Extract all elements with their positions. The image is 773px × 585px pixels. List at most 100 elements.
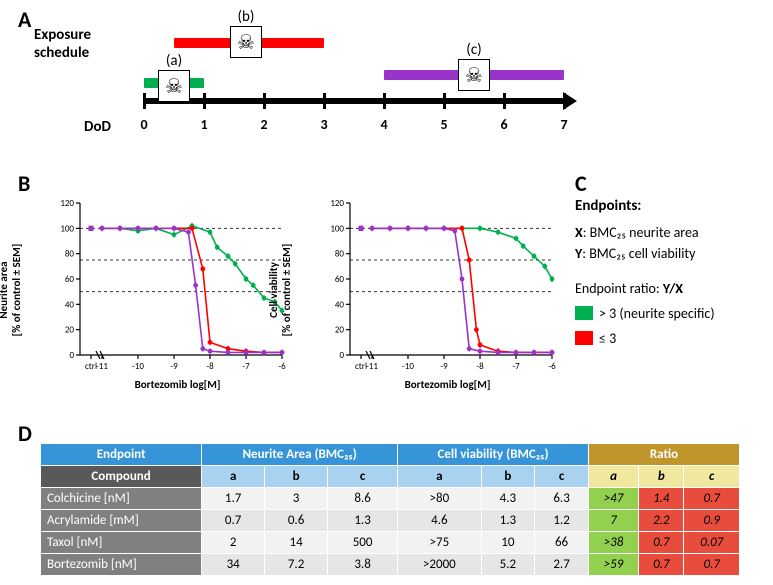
svg-text:60: 60 [335,274,345,285]
panel-c-endpoints: Endpoints: X: BMC₂₅ neurite area Y: BMC₂… [575,195,767,349]
ratio-legend: > 3 (neurite specific) ≤ 3 [575,303,767,349]
table-cell: a [588,466,638,488]
svg-text:120: 120 [60,198,74,209]
cond-label-b: (b) [238,8,255,26]
endpoint-x-text: : BMC₂₅ neurite area [583,224,699,241]
table-cell: b [481,466,535,488]
table-row: Bortezomib [nM]347.23.8>20005.22.7>590.7… [41,554,740,576]
chart2-ylabel: Cell viability [% of control ± SEM] [267,244,293,337]
table-cell: 4.6 [398,510,481,532]
chart1-ylabel: Neurite area [% of control ± SEM] [0,244,23,337]
table-cell: Cell viability (BMC₂₅) [398,444,589,466]
table-cell: >38 [588,532,638,554]
panel-b-charts: Neurite area [% of control ± SEM] 020406… [40,195,560,405]
table-cell: 0.07 [684,532,740,554]
endpoint-y-line: Y: BMC₂₅ cell viability [575,243,767,264]
svg-text:-7: -7 [242,361,250,372]
endpoint-x-line: X: BMC₂₅ neurite area [575,222,767,243]
svg-text:-10: -10 [402,361,414,372]
tick-label: 4 [380,116,387,133]
table-cell: 500 [328,532,398,554]
table-cell: Taxol [nM] [41,532,202,554]
ratio-legend-row: ≤ 3 [575,328,767,349]
table-cell: 7.2 [265,554,328,576]
svg-text:60: 60 [65,274,75,285]
table-cell: 6.3 [535,488,589,510]
svg-text:-8: -8 [476,361,484,372]
svg-text:-7: -7 [512,361,520,372]
timeline [144,98,564,104]
table-cell: c [535,466,589,488]
timeline-arrow [563,92,577,110]
table-cell: c [328,466,398,488]
ratio-legend-row: > 3 (neurite specific) [575,303,767,324]
table-cell: 2.2 [639,510,684,532]
tick [143,93,146,109]
table-cell: 7 [588,510,638,532]
panel-label-a: A [18,6,31,33]
exposure-text: Exposure schedule [34,26,91,62]
endpoints-header: Endpoints: [575,195,767,218]
table-cell: 34 [202,554,265,576]
tick-label: 1 [200,116,207,133]
table-cell: >80 [398,488,481,510]
tick-label: 6 [500,116,507,133]
table-cell: Colchicine [nM] [41,488,202,510]
ratio-header: Endpoint ratio: Y/X [575,278,767,299]
table-cell: >59 [588,554,638,576]
table-cell: >75 [398,532,481,554]
tick [263,93,266,109]
table-cell: Ratio [588,444,739,466]
svg-text:20: 20 [335,325,345,336]
chart2-xlabel: Bortezomib log[M] [405,378,491,391]
table-cell: 0.7 [202,510,265,532]
svg-text:20: 20 [65,325,75,336]
tick-label: 0 [140,116,147,133]
svg-text:-11: -11 [366,361,378,372]
svg-text:-11: -11 [96,361,108,372]
ratio-legend-text: ≤ 3 [599,328,616,349]
chart1-xlabel: Bortezomib log[M] [135,378,221,391]
tick [383,93,386,109]
skull-icon: ☠ [458,59,490,91]
table-cell: 3.8 [328,554,398,576]
table-row: Taxol [nM]214500>751066>380.70.07 [41,532,740,554]
exposure-schedule-label: Exposure schedule [34,26,91,62]
tick [503,93,506,109]
table-cell: 0.7 [639,532,684,554]
svg-text:0: 0 [339,350,344,361]
table-cell: Endpoint [41,444,202,466]
table-cell: 1.2 [535,510,589,532]
table-cell: Bortezomib [nM] [41,554,202,576]
table-cell: 1.3 [328,510,398,532]
table-cell: 0.7 [684,488,740,510]
svg-text:80: 80 [65,249,75,260]
skull-icon: ☠ [158,70,190,102]
table-cell: a [202,466,265,488]
table-cell: 2.7 [535,554,589,576]
svg-text:80: 80 [335,249,345,260]
panel-label-d: D [18,420,32,447]
skull-icon: ☠ [230,26,262,58]
ratio-legend-text: > 3 (neurite specific) [599,303,715,324]
svg-text:-9: -9 [170,361,178,372]
table-cell: 2 [202,532,265,554]
table-cell: a [398,466,481,488]
color-swatch [575,306,593,320]
chart-neurite-area: Neurite area [% of control ± SEM] 020406… [40,195,290,385]
table-cell: b [639,466,684,488]
endpoint-x-prefix: X [575,224,583,241]
table-cell: 1.4 [639,488,684,510]
svg-text:-8: -8 [206,361,214,372]
svg-text:40: 40 [335,299,345,310]
table-cell: 1.7 [202,488,265,510]
table-cell: 14 [265,532,328,554]
tick [323,93,326,109]
table-row: Colchicine [nM]1.738.6>804.36.3>471.40.7 [41,488,740,510]
table-cell: 0.9 [684,510,740,532]
table-cell: b [265,466,328,488]
svg-text:-6: -6 [548,361,556,372]
table-cell: c [684,466,740,488]
color-swatch [575,331,593,345]
tick [203,93,206,109]
